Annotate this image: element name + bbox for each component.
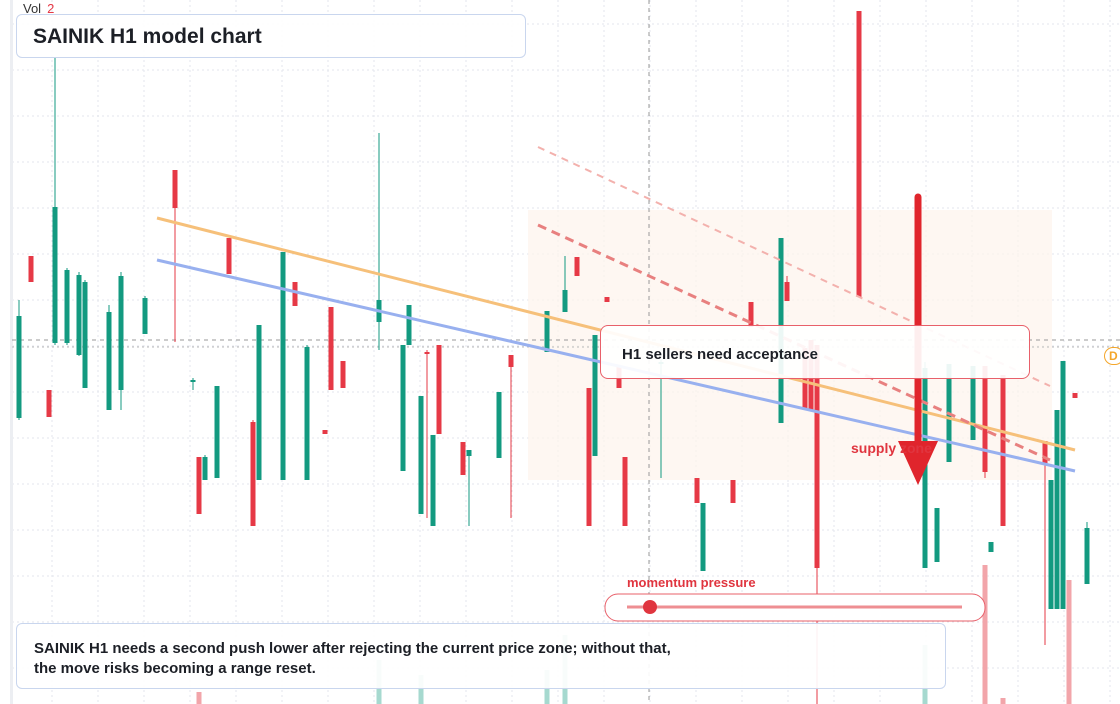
volume-bar — [1000, 698, 1006, 704]
candle-body — [172, 170, 178, 208]
candle-body — [1072, 393, 1078, 398]
supply-label: supply zone — [851, 440, 932, 456]
candle-body — [406, 305, 412, 345]
candle-body — [52, 207, 58, 343]
candle-body — [586, 388, 592, 526]
candle-body — [202, 457, 208, 480]
trend-line — [537, 223, 1051, 462]
candle-body — [934, 508, 940, 562]
volume-label: Vol 2 — [23, 1, 54, 16]
candle-body — [436, 345, 442, 434]
volume-title: Vol — [23, 1, 42, 16]
candle-body — [748, 302, 754, 327]
candle-body — [64, 270, 70, 343]
candle-body — [28, 256, 34, 282]
candle-body — [592, 335, 598, 456]
description-text: SAINIK H1 needs a second push lower afte… — [34, 640, 671, 677]
candle-body — [328, 307, 334, 390]
candle-body — [280, 252, 286, 480]
candle-body — [256, 325, 262, 480]
candle-body — [1042, 441, 1048, 464]
candle-body — [700, 503, 706, 571]
annotation-text: H1 sellers need acceptance — [622, 346, 818, 363]
candle-body — [424, 352, 430, 354]
candle-body — [226, 238, 232, 274]
candle-body — [250, 422, 256, 526]
candle-body — [400, 345, 406, 471]
candle-body — [304, 347, 310, 480]
momentum-knob — [643, 600, 657, 614]
candle-body — [496, 392, 502, 458]
candle-body — [508, 355, 514, 367]
candle-body — [988, 542, 994, 552]
candle-body — [214, 386, 220, 478]
candle-body — [1000, 375, 1006, 526]
candle-body — [574, 257, 580, 276]
arrow-head — [898, 441, 938, 485]
description-box: SAINIK H1 needs a second push lower afte… — [16, 623, 946, 689]
candle-body — [466, 450, 472, 456]
candle-body — [460, 442, 466, 475]
candle-body — [106, 312, 112, 410]
candle-body — [322, 430, 328, 434]
candle-body — [46, 390, 52, 417]
candle-body — [142, 298, 148, 334]
volume-value: 2 — [47, 1, 55, 16]
candle-body — [982, 366, 988, 472]
candle-body — [1054, 410, 1060, 609]
candle-body — [730, 480, 736, 503]
volume-bar — [196, 692, 202, 704]
candle-body — [1060, 361, 1066, 609]
candle-body — [856, 11, 862, 297]
candle-body — [544, 311, 550, 352]
candle-body — [802, 348, 808, 410]
candle-body — [1084, 528, 1090, 584]
volume-bar — [982, 565, 988, 704]
volume-bar — [1066, 580, 1072, 704]
candle-body — [76, 275, 82, 355]
candle-body — [622, 457, 628, 526]
candle-body — [970, 366, 976, 440]
candle-body — [292, 282, 298, 306]
candle-body — [16, 316, 22, 418]
candle-body — [814, 345, 820, 568]
chart-title: SAINIK H1 model chart — [33, 25, 262, 48]
left-edge — [10, 0, 13, 704]
candle-body — [340, 361, 346, 388]
candle-body — [196, 457, 202, 514]
candle-body — [118, 276, 124, 390]
candle-body — [604, 297, 610, 302]
candle-body — [784, 282, 790, 301]
title-box: SAINIK H1 model chart — [16, 14, 526, 58]
volume-bar — [418, 675, 424, 704]
momentum-label: momentum pressure — [627, 575, 756, 590]
candle-body — [1048, 480, 1054, 609]
candle-body — [418, 396, 424, 514]
candle-body — [694, 478, 700, 503]
candle-body — [562, 290, 568, 312]
candle-body — [430, 435, 436, 526]
annotation-box: H1 sellers need acceptance — [600, 325, 1030, 379]
candle-body — [82, 282, 88, 388]
candle-body — [190, 380, 196, 382]
level-tag: D — [1104, 347, 1120, 365]
